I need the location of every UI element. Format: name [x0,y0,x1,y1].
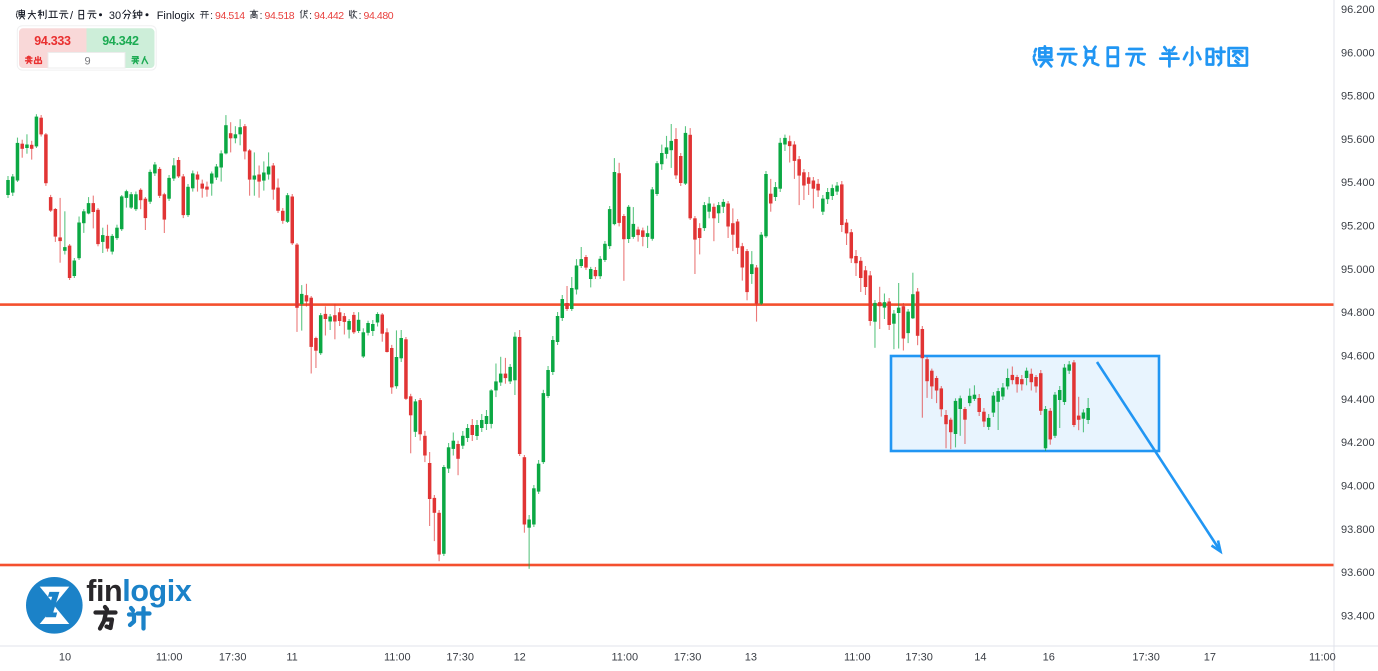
svg-text:11:00: 11:00 [384,652,411,664]
svg-text:94.800: 94.800 [1341,307,1375,319]
svg-text:17:30: 17:30 [905,652,933,664]
svg-text:13: 13 [745,652,757,664]
svg-text:95.600: 95.600 [1341,134,1375,146]
svg-text:10: 10 [59,652,71,664]
svg-text:11:00: 11:00 [1309,652,1336,664]
svg-text:94.400: 94.400 [1341,394,1375,406]
svg-text:Finlogix: Finlogix [157,10,195,22]
svg-text:93.400: 93.400 [1341,610,1375,622]
svg-text:17:30: 17:30 [1132,652,1160,664]
svg-text:11:00: 11:00 [611,652,638,664]
svg-text::: : [260,10,263,22]
svg-text:12: 12 [514,652,526,664]
svg-text:94.480: 94.480 [364,10,394,22]
svg-text:finlogix: finlogix [86,574,192,608]
svg-text:94.518: 94.518 [265,10,295,22]
svg-text:94.342: 94.342 [102,34,139,48]
svg-text:11:00: 11:00 [844,652,871,664]
svg-text:93.800: 93.800 [1341,524,1375,536]
svg-text:95.000: 95.000 [1341,264,1375,276]
svg-text:95.400: 95.400 [1341,177,1375,189]
svg-text:9: 9 [84,56,90,68]
svg-text:14: 14 [974,652,986,664]
svg-text:94.000: 94.000 [1341,481,1375,493]
svg-text:94.600: 94.600 [1341,351,1375,363]
svg-text::: : [359,10,362,22]
svg-text:95.200: 95.200 [1341,221,1375,233]
svg-text::: : [210,10,213,22]
svg-text:16: 16 [1043,652,1055,664]
svg-text:17:30: 17:30 [674,652,702,664]
svg-text:95.800: 95.800 [1341,91,1375,103]
svg-text:11: 11 [286,652,297,664]
svg-text:17: 17 [1204,652,1216,664]
svg-text:94.514: 94.514 [215,10,245,22]
svg-text::: : [309,10,312,22]
svg-text:93.600: 93.600 [1341,567,1375,579]
svg-text:17:30: 17:30 [219,652,247,664]
svg-text:/: / [70,10,74,22]
svg-text:94.200: 94.200 [1341,437,1375,449]
svg-text:11:00: 11:00 [156,652,183,664]
svg-text:30: 30 [109,10,121,22]
svg-text:17:30: 17:30 [446,652,474,664]
svg-text:94.442: 94.442 [314,10,344,22]
svg-text:96.200: 96.200 [1341,4,1375,16]
svg-text:96.000: 96.000 [1341,47,1375,59]
svg-text:94.333: 94.333 [34,34,71,48]
